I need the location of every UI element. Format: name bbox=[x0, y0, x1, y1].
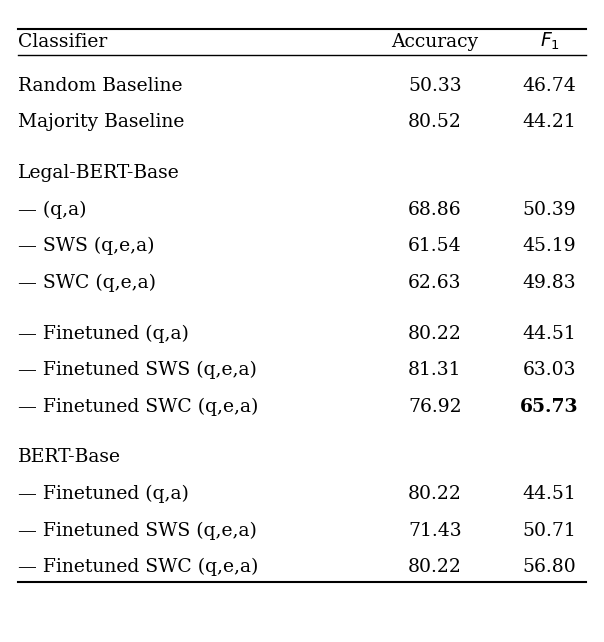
Text: — SWS (q,e,a): — SWS (q,e,a) bbox=[18, 237, 155, 256]
Text: Accuracy: Accuracy bbox=[391, 33, 478, 51]
Text: $F_1$: $F_1$ bbox=[540, 31, 559, 53]
Text: — Finetuned (q,a): — Finetuned (q,a) bbox=[18, 324, 189, 343]
Text: 61.54: 61.54 bbox=[408, 237, 461, 256]
Text: — Finetuned SWS (q,e,a): — Finetuned SWS (q,e,a) bbox=[18, 521, 257, 540]
Text: — Finetuned SWC (q,e,a): — Finetuned SWC (q,e,a) bbox=[18, 397, 259, 416]
Text: — (q,a): — (q,a) bbox=[18, 200, 86, 219]
Text: Classifier: Classifier bbox=[18, 33, 108, 51]
Text: 65.73: 65.73 bbox=[520, 397, 579, 416]
Text: 56.80: 56.80 bbox=[523, 558, 576, 577]
Text: BERT-Base: BERT-Base bbox=[18, 448, 121, 467]
Text: 50.39: 50.39 bbox=[523, 200, 576, 219]
Text: Majority Baseline: Majority Baseline bbox=[18, 113, 184, 132]
Text: — Finetuned (q,a): — Finetuned (q,a) bbox=[18, 485, 189, 503]
Text: 45.19: 45.19 bbox=[523, 237, 576, 256]
Text: 63.03: 63.03 bbox=[523, 361, 576, 379]
Text: 81.31: 81.31 bbox=[408, 361, 461, 379]
Text: — SWC (q,e,a): — SWC (q,e,a) bbox=[18, 273, 156, 292]
Text: 44.51: 44.51 bbox=[523, 485, 576, 503]
Text: 71.43: 71.43 bbox=[408, 521, 461, 540]
Text: 76.92: 76.92 bbox=[408, 397, 461, 416]
Text: 62.63: 62.63 bbox=[408, 273, 461, 292]
Text: Table 1: ...: Table 1: ... bbox=[18, 616, 85, 629]
Text: — Finetuned SWS (q,e,a): — Finetuned SWS (q,e,a) bbox=[18, 361, 257, 379]
Text: 68.86: 68.86 bbox=[408, 200, 461, 219]
Text: 80.22: 80.22 bbox=[408, 558, 462, 577]
Text: 46.74: 46.74 bbox=[523, 76, 576, 95]
Text: 80.22: 80.22 bbox=[408, 324, 462, 343]
Text: 80.22: 80.22 bbox=[408, 485, 462, 503]
Text: 50.33: 50.33 bbox=[408, 76, 461, 95]
Text: — Finetuned SWC (q,e,a): — Finetuned SWC (q,e,a) bbox=[18, 558, 259, 577]
Text: 49.83: 49.83 bbox=[523, 273, 576, 292]
Text: 44.21: 44.21 bbox=[523, 113, 576, 132]
Text: 50.71: 50.71 bbox=[523, 521, 576, 540]
Text: 80.52: 80.52 bbox=[408, 113, 462, 132]
Text: 44.51: 44.51 bbox=[523, 324, 576, 343]
Text: Legal-BERT-Base: Legal-BERT-Base bbox=[18, 164, 180, 182]
Text: Random Baseline: Random Baseline bbox=[18, 76, 182, 95]
